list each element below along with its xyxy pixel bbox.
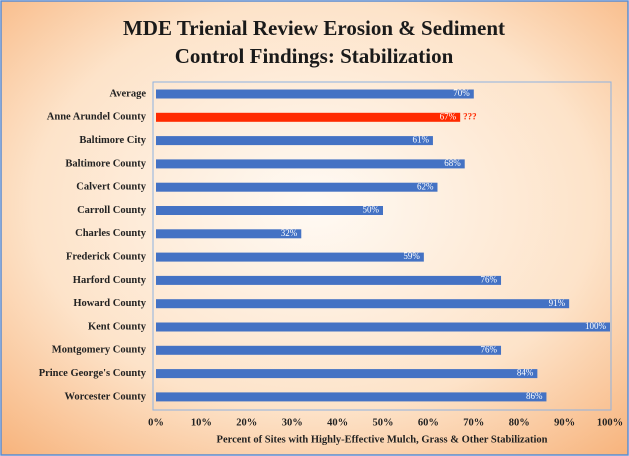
bar (156, 322, 610, 332)
bar (156, 275, 502, 285)
y-tick-label: Frederick County (66, 252, 147, 263)
value-label: 100% (585, 321, 607, 331)
chart-title: MDE Trienial Review Erosion & Sediment (123, 16, 505, 40)
x-tick-label: 100% (597, 417, 623, 428)
bar (156, 182, 438, 192)
bar (156, 392, 547, 402)
value-label: 32% (281, 228, 298, 238)
bar (156, 159, 465, 169)
bar (156, 229, 302, 239)
bar (156, 89, 474, 99)
y-tick-label: Montgomery County (52, 345, 147, 356)
value-label: 76% (481, 274, 498, 284)
x-tick-label: 70% (463, 417, 484, 428)
bar (156, 136, 433, 146)
value-label: 76% (481, 344, 498, 354)
plot-frame (152, 81, 612, 411)
bar (156, 112, 461, 122)
bar (156, 299, 570, 309)
y-tick-label: Baltimore County (65, 158, 146, 169)
value-label: 86% (526, 391, 543, 401)
value-label: 91% (549, 298, 566, 308)
bar (156, 206, 383, 215)
value-label: 59% (403, 251, 420, 261)
x-tick-label: 50% (373, 417, 394, 428)
annotation: ??? (463, 111, 477, 121)
value-label: 67% (440, 111, 457, 121)
x-axis-label: Percent of Sites with Highly-Effective M… (217, 434, 548, 445)
y-tick-label: Howard County (73, 298, 146, 309)
value-label: 84% (517, 368, 534, 378)
bar (156, 369, 538, 379)
y-tick-label: Prince George's County (39, 368, 147, 379)
x-tick-label: 60% (418, 417, 439, 428)
x-tick-label: 0% (148, 417, 164, 428)
x-tick-label: 80% (509, 417, 530, 428)
bar (156, 345, 502, 355)
value-label: 68% (444, 158, 461, 168)
value-label: 62% (417, 181, 434, 191)
y-tick-label: Baltimore City (79, 135, 146, 146)
y-tick-label: Average (109, 88, 146, 99)
y-tick-label: Worcester County (64, 391, 146, 402)
y-tick-label: Calvert County (76, 182, 146, 193)
y-tick-label: Carroll County (77, 205, 147, 216)
value-label: 50% (363, 205, 380, 215)
x-tick-label: 90% (554, 417, 575, 428)
value-label: 61% (412, 135, 429, 145)
chart-title: Control Findings: Stabilization (175, 44, 454, 68)
x-tick-label: 40% (327, 417, 348, 428)
y-tick-label: Anne Arundel County (47, 112, 147, 123)
x-tick-label: 20% (236, 417, 257, 428)
x-tick-label: 10% (191, 417, 212, 428)
bar (156, 252, 424, 262)
y-tick-label: Charles County (75, 228, 147, 239)
value-label: 70% (453, 88, 470, 98)
y-tick-label: Kent County (88, 321, 147, 332)
x-tick-label: 30% (282, 417, 303, 428)
y-tick-label: Harford County (73, 275, 147, 286)
